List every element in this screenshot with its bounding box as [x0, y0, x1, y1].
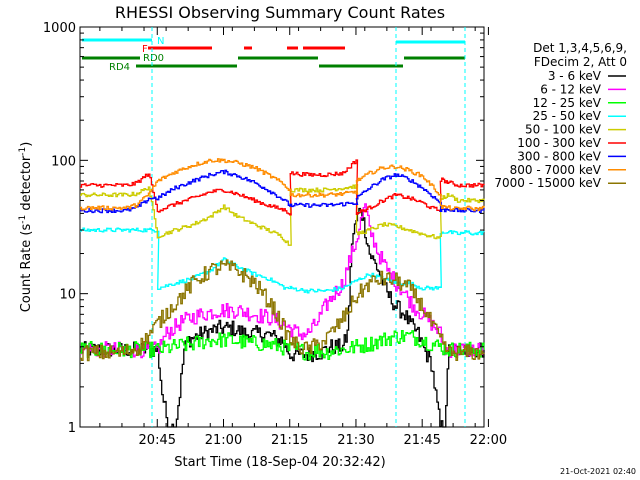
legend-header-1: Det 1,3,4,5,6,9,	[533, 41, 627, 55]
series-line-9	[80, 259, 485, 362]
legend-label-2: 6 - 12 keV	[540, 82, 602, 96]
axes-layer: 20:45 21:00 21:15 21:30 21:45 22:00 1 10 100 1000	[43, 21, 507, 448]
legend-header-2: FDecim 2, Att 0	[534, 55, 627, 69]
flag-rd4-label: RD4	[109, 62, 130, 73]
x-tick-label-4: 21:30	[337, 433, 374, 448]
x-axis-label: Start Time (18-Sep-04 20:32:42)	[174, 455, 385, 470]
legend-label-6: 100 - 300 keV	[517, 136, 601, 150]
y-axis-label-sup1: -1	[18, 215, 28, 224]
flag-n-label: N	[157, 36, 164, 47]
series-line-2	[80, 203, 485, 359]
legend: Det 1,3,4,5,6,9, FDecim 2, Att 0 3 - 6 k…	[494, 41, 627, 190]
flag-f-label: F	[142, 44, 148, 55]
y-tick-label-1: 1	[68, 421, 76, 436]
observing-flags: N F RD0 RD4	[82, 36, 465, 73]
legend-label-8: 800 - 7000 keV	[510, 163, 602, 177]
series-line-8	[80, 158, 485, 212]
series-line-4	[80, 227, 485, 294]
y-tick-label-4: 1000	[43, 21, 76, 36]
chart-title: RHESSI Observing Summary Count Rates	[115, 3, 445, 22]
y-axis-label-main: Count Rate (s	[19, 224, 34, 313]
y-axis-label-end: )	[19, 142, 34, 147]
series-layer	[80, 158, 485, 428]
x-tick-label-5: 21:45	[403, 433, 440, 448]
legend-label-3: 12 - 25 keV	[533, 96, 602, 110]
series-line-6	[80, 159, 485, 216]
series-line-5	[80, 184, 485, 246]
attenuator-markers	[151, 27, 466, 427]
x-tick-label-1: 20:45	[139, 433, 176, 448]
plot-frame	[79, 26, 485, 428]
x-tick-label-6: 22:00	[470, 433, 507, 448]
y-tick-label-2: 10	[59, 288, 76, 303]
legend-label-9: 7000 - 15000 keV	[494, 176, 601, 190]
legend-label-7: 300 - 800 keV	[517, 149, 601, 163]
x-tick-label-2: 21:00	[205, 433, 242, 448]
legend-label-4: 25 - 50 keV	[533, 109, 602, 123]
y-axis-label-mid: detector	[19, 155, 34, 215]
legend-label-1: 3 - 6 keV	[548, 69, 602, 83]
y-axis-label: Count Rate (s-1 detector-1)	[18, 142, 34, 313]
legend-label-5: 50 - 100 keV	[525, 123, 602, 137]
y-axis-label-sup2: -1	[18, 147, 28, 156]
series-line-7	[80, 169, 485, 214]
flag-rd0-label: RD0	[143, 53, 164, 64]
footer-date: 21-Oct-2021 02:40	[560, 467, 636, 476]
x-tick-label-3: 21:15	[271, 433, 308, 448]
y-tick-label-3: 100	[51, 154, 76, 169]
